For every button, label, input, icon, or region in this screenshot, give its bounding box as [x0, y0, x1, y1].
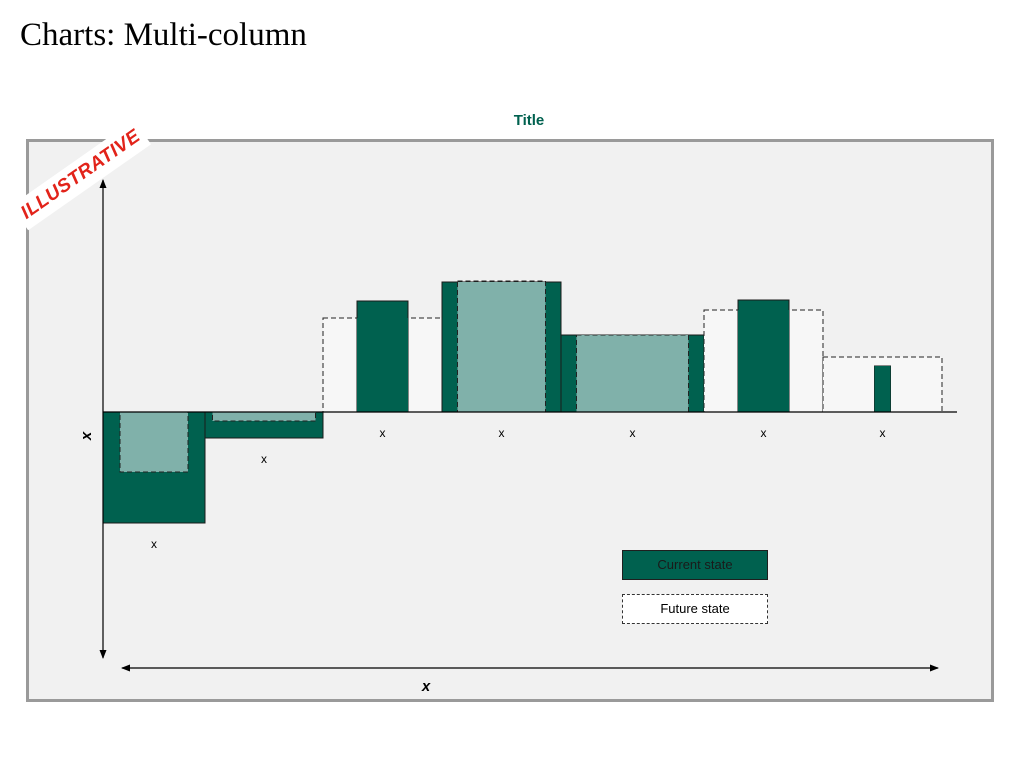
overlap-bar — [212, 412, 316, 421]
category-label: x — [261, 452, 267, 466]
future-bar — [457, 280, 546, 413]
legend-future-state: Future state — [622, 594, 768, 624]
current-bar-front — [357, 318, 408, 412]
y-axis-label: x — [78, 431, 95, 441]
chart-title: Title — [513, 112, 545, 129]
category-label: x — [880, 426, 886, 440]
page-title: Charts: Multi-column — [20, 17, 307, 53]
legend-current-state: Current state — [622, 550, 768, 580]
overlap-bar — [120, 412, 188, 472]
overlap-bar — [576, 335, 689, 412]
overlap-bar — [457, 282, 546, 412]
x-axis-label: x — [421, 678, 431, 695]
category-label: x — [499, 426, 505, 440]
category-label: x — [630, 426, 636, 440]
category-label: x — [151, 537, 157, 551]
category-label: x — [761, 426, 767, 440]
category-label: x — [380, 426, 386, 440]
current-bar-front — [874, 366, 891, 412]
current-bar-front — [738, 310, 789, 412]
